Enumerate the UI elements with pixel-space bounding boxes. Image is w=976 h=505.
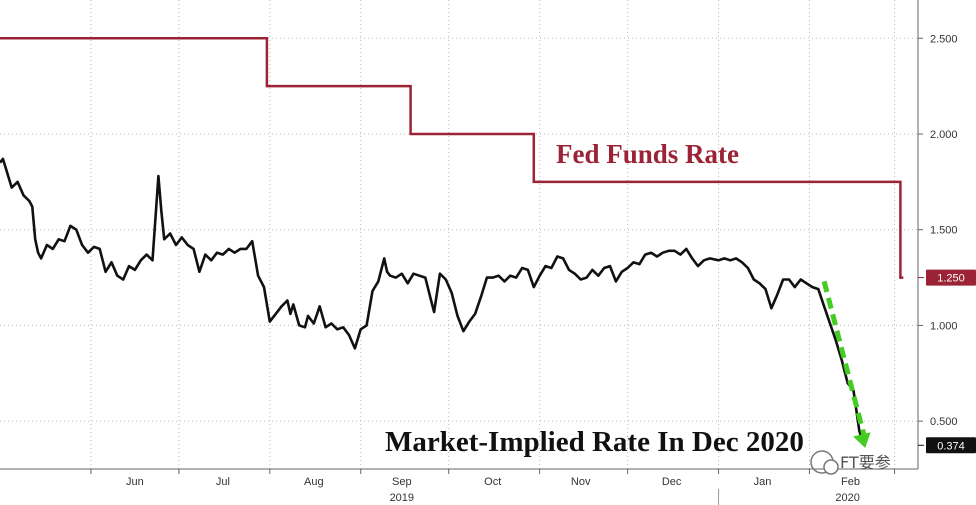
- fed-funds-line: [0, 37, 904, 279]
- x-month-label: Nov: [571, 476, 591, 488]
- watermark-text: FT要参: [840, 453, 891, 472]
- x-month-label: Feb: [841, 476, 860, 488]
- market-implied-annotation: Market-Implied Rate In Dec 2020: [385, 426, 804, 458]
- wechat-icon-inner: [823, 459, 839, 475]
- x-year-label: 2020: [835, 492, 859, 504]
- x-year-label: 2019: [390, 492, 414, 504]
- fed-last-value-badge-label: 1.250: [937, 273, 965, 285]
- x-month-label: Jun: [126, 476, 144, 488]
- market-last-value-badge-label: 0.374: [937, 440, 965, 452]
- trend-arrow-shaft: [821, 280, 868, 441]
- y-tick-label: 2.000: [930, 129, 958, 141]
- y-tick-label: 1.000: [930, 320, 958, 332]
- x-month-label: Jul: [216, 476, 230, 488]
- market-last-value-badge-box: [926, 437, 976, 454]
- y-tick-label: 2.500: [930, 33, 958, 45]
- y-tick-label: 0.500: [930, 416, 958, 428]
- x-month-label: Aug: [304, 476, 324, 488]
- watermark: FT要参: [810, 450, 891, 475]
- x-month-label: Jan: [754, 476, 772, 488]
- badges-layer: 1.250 0.374: [918, 269, 976, 454]
- fed-last-value-badge-box: [926, 269, 976, 286]
- x-month-label: Oct: [484, 476, 501, 488]
- market-implied-line: [0, 157, 867, 446]
- y-tick-label: 1.500: [930, 225, 958, 237]
- trend-arrow-head: [853, 432, 871, 448]
- grid-layer: [0, 0, 918, 469]
- x-month-label: Sep: [392, 476, 412, 488]
- x-month-label: Dec: [662, 476, 682, 488]
- fed-funds-annotation: Fed Funds Rate: [556, 139, 739, 169]
- series-layer: [0, 37, 904, 448]
